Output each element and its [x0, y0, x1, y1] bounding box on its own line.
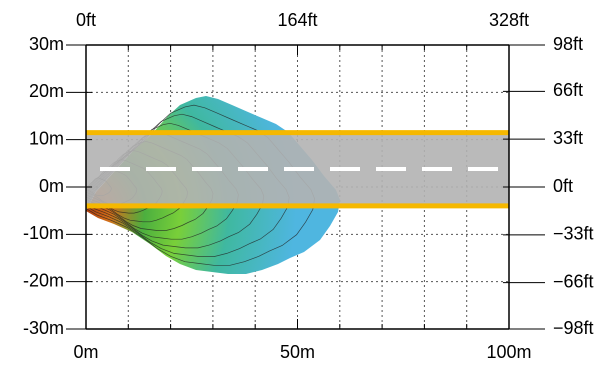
tick-label-bottom: 100m	[486, 342, 531, 362]
tick-label-bottom: 50m	[280, 342, 315, 362]
tick-label-left: -20m	[23, 270, 64, 290]
tick-label-right: 33ft	[553, 128, 583, 148]
tick-label-right: −66ft	[553, 271, 594, 291]
tick-label-top: 328ft	[489, 10, 529, 30]
tick-label-right: 66ft	[553, 80, 583, 100]
tick-label-left: -30m	[23, 318, 64, 338]
tick-label-bottom: 0m	[73, 342, 98, 362]
tick-label-left: 0m	[39, 176, 64, 196]
tick-labels: 0m 50m 100m 0ft 164ft 328ft 30m 20m 10m 0m -10m -20…	[23, 10, 594, 362]
axes-frame	[66, 44, 545, 330]
tick-label-top: 0ft	[76, 10, 96, 30]
tick-label-right: −98ft	[553, 318, 594, 338]
tick-label-right: −33ft	[553, 224, 594, 244]
tick-label-left: 20m	[29, 81, 64, 101]
tick-label-top: 164ft	[277, 10, 317, 30]
tick-label-left: 10m	[29, 128, 64, 148]
road	[86, 130, 509, 209]
tick-label-left: -10m	[23, 223, 64, 243]
tick-label-left: 30m	[29, 34, 64, 54]
tick-label-right: 0ft	[553, 176, 573, 196]
tick-label-right: 98ft	[553, 34, 583, 54]
